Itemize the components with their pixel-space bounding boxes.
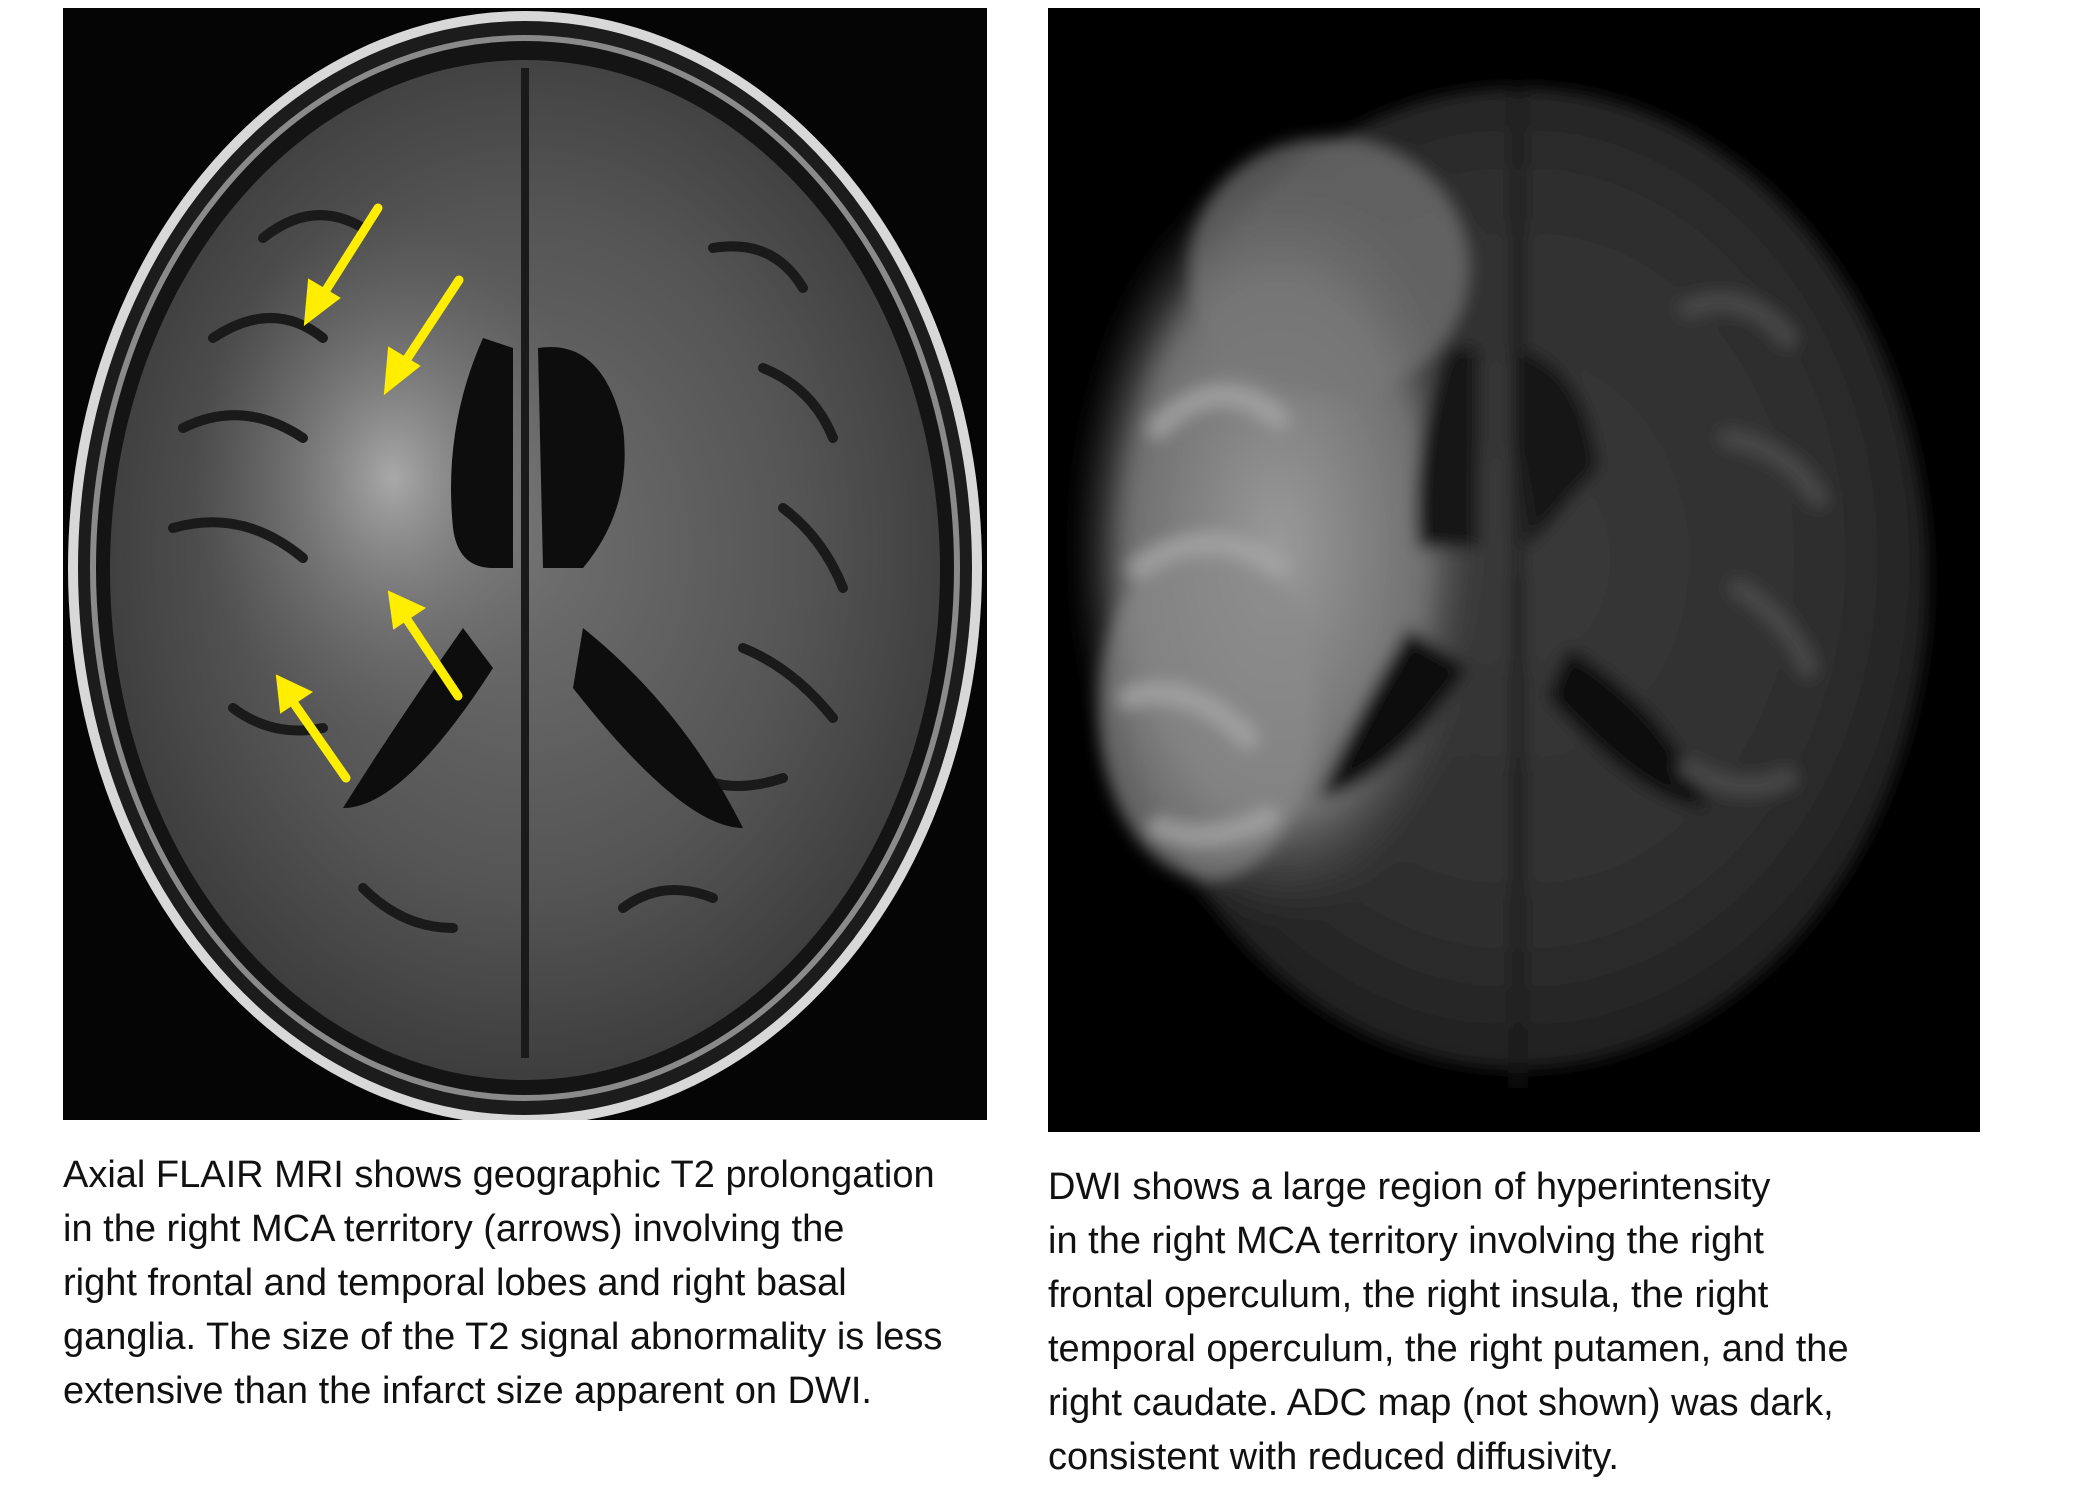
flair-mri-graphic	[63, 8, 987, 1120]
dwi-mri-image	[1048, 8, 1980, 1132]
flair-caption: Axial FLAIR MRI shows geographic T2 prol…	[63, 1154, 943, 1412]
dwi-mri-graphic	[1048, 8, 1980, 1132]
dwi-caption: DWI shows a large region of hyperintensi…	[1048, 1166, 1849, 1478]
flair-mri-image	[63, 8, 987, 1120]
